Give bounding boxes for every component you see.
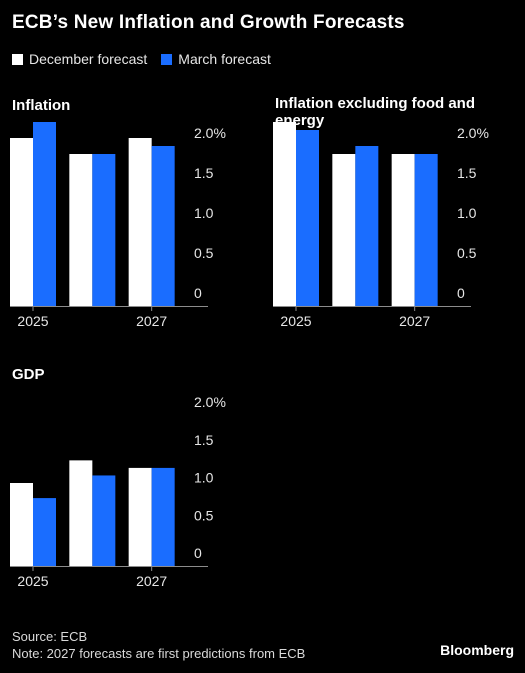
panel-title-inflation: Inflation: [12, 97, 71, 114]
bar-march-forecast-2027: [151, 467, 175, 566]
bar-december-forecast-2025: [273, 122, 296, 306]
panel-title-core-inflation: Inflation excluding food and energy: [275, 95, 475, 129]
bar-march-forecast-2026: [92, 154, 116, 306]
core-inflation-chart: 2.0% 1.5 1.0 0.5 0 2025 2027: [273, 122, 489, 329]
bloomberg-logo: Bloomberg: [440, 642, 514, 658]
y-tick-label: 1.0: [457, 205, 477, 221]
y-tick-label: 1.0: [194, 205, 214, 221]
x-tick-label: 2025: [280, 313, 311, 329]
y-tick-label: 0: [194, 545, 202, 561]
x-tick-label: 2027: [399, 313, 430, 329]
legend-item-march: March forecast: [161, 51, 271, 67]
legend-label-march: March forecast: [178, 51, 271, 67]
gdp-chart: 2.0% 1.5 1.0 0.5 0 2025 2027: [10, 394, 226, 589]
bar-december-forecast-2026: [332, 154, 356, 306]
y-tick-label: 0.5: [457, 245, 477, 261]
y-tick-label: 0: [194, 285, 202, 301]
bar-march-forecast-2025: [296, 130, 319, 306]
legend-swatch-december: [12, 53, 23, 65]
y-tick-label: 0: [457, 285, 465, 301]
footnote: Note: 2027 forecasts are first predictio…: [12, 646, 306, 661]
y-tick-label: 1.0: [194, 470, 214, 486]
bar-march-forecast-2026: [355, 146, 379, 306]
x-tick-label: 2027: [136, 573, 167, 589]
bar-march-forecast-2025: [33, 498, 56, 566]
bar-march-forecast-2025: [33, 122, 56, 306]
legend: December forecast March forecast: [12, 51, 285, 67]
y-tick-label: 2.0%: [194, 394, 226, 410]
bar-march-forecast-2027: [151, 146, 175, 306]
bar-december-forecast-2027: [128, 138, 152, 306]
y-tick-label: 2.0%: [194, 125, 226, 141]
source-note: Source: ECB: [12, 629, 88, 644]
x-tick-label: 2027: [136, 313, 167, 329]
x-tick-label: 2025: [17, 313, 48, 329]
y-tick-label: 2.0%: [457, 125, 489, 141]
y-tick-label: 0.5: [194, 507, 214, 523]
y-tick-label: 1.5: [194, 165, 214, 181]
y-tick-label: 0.5: [194, 245, 214, 261]
chart-title: ECB’s New Inflation and Growth Forecasts: [12, 12, 405, 33]
inflation-chart: 2.0% 1.5 1.0 0.5 0 2025 2027: [10, 122, 226, 329]
legend-label-december: December forecast: [29, 51, 148, 67]
bar-march-forecast-2027: [414, 154, 438, 306]
bar-december-forecast-2025: [10, 483, 33, 566]
y-tick-label: 1.5: [194, 432, 214, 448]
x-tick-label: 2025: [17, 573, 48, 589]
footer: Source: ECB Note: 2027 forecasts are fir…: [12, 628, 305, 662]
bar-march-forecast-2026: [92, 475, 116, 566]
bar-december-forecast-2025: [10, 138, 33, 306]
bar-december-forecast-2026: [69, 154, 93, 306]
bar-december-forecast-2027: [391, 154, 415, 306]
legend-swatch-march: [161, 53, 173, 65]
y-tick-label: 1.5: [457, 165, 477, 181]
bar-december-forecast-2027: [128, 467, 152, 566]
bar-december-forecast-2026: [69, 460, 93, 566]
legend-item-december: December forecast: [12, 51, 147, 67]
panel-title-gdp: GDP: [12, 366, 45, 383]
